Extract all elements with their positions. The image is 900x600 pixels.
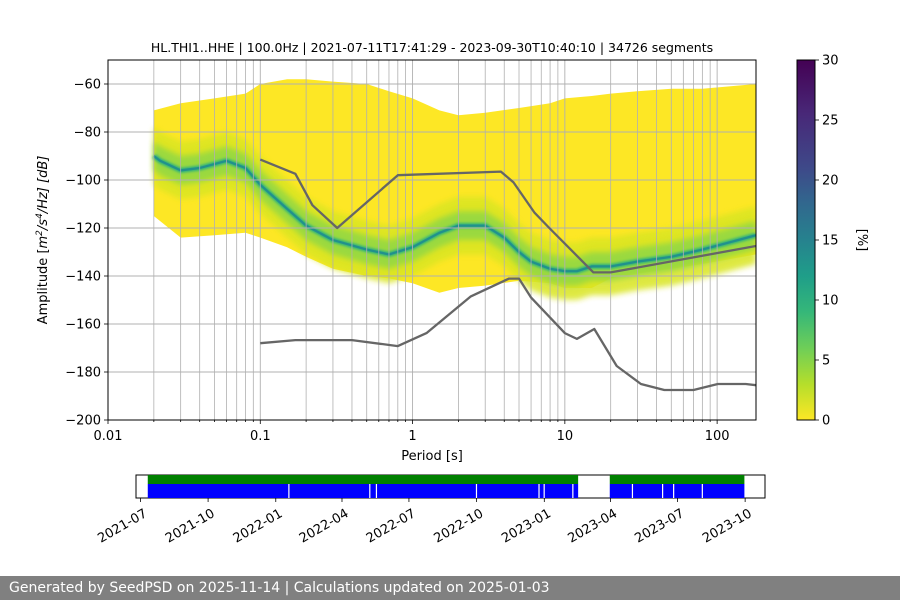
plot-area: 0.01 0.1 1 10 100 −200 −180 −160 −140 −120 −100 −8… [65,59,757,444]
psd-density-heatmap [152,79,756,300]
x-axis-ticks: 0.01 0.1 1 10 100 [94,420,730,444]
y-axis-label: Amplitude [m2/s4/Hz] [dB] [35,156,51,325]
availability-blue-segment [609,484,745,498]
availability-gap [375,484,378,498]
colorbar: 0 5 10 15 20 25 30 [%] [796,54,869,429]
y-tick-label: −100 [65,174,101,189]
x-tick-label: 0.01 [94,429,123,444]
x-tick-label: 10 [557,429,574,444]
y-tick-label: −60 [74,78,101,93]
x-axis-label: Period [s] [401,449,463,464]
noise-model-curves [259,158,756,392]
y-tick-label: −120 [65,222,101,237]
colorbar-tick-label: 30 [822,54,839,69]
availability-gap [673,484,675,498]
availability-gap [662,484,664,498]
colorbar-tick-label: 25 [822,114,839,129]
availability-date-ticks: 2021-07 2021-10 2022-01 2022-04 2022-07 2022-… [95,498,755,546]
colorbar-label: [%] [854,229,869,252]
footer-note: Generated by SeedPSD on 2025-11-14 | Cal… [0,576,900,600]
availability-gap [288,484,290,498]
availability-green-segment [147,475,579,484]
availability-green-segment [609,475,745,484]
colorbar-gradient [796,59,816,421]
colorbar-tick-label: 15 [822,234,839,249]
plot-frame [107,59,757,421]
y-tick-label: −160 [65,318,101,333]
availability-date-label: 2023-10 [700,506,755,546]
colorbar-tick-label: 0 [822,414,830,429]
availability-date-label: 2023-07 [632,506,687,546]
grid-lines [108,60,756,420]
availability-gap [369,484,371,498]
availability-date-label: 2021-07 [95,506,150,546]
high-noise-model-curve [259,158,756,274]
colorbar-tick-label: 5 [822,354,830,369]
y-tick-label: −180 [65,366,101,381]
availability-gap [631,484,634,498]
availability-bars [147,475,745,498]
availability-date-label: 2022-01 [231,506,286,546]
availability-blue-segment [147,484,579,498]
y-axis-ticks: −200 −180 −160 −140 −120 −100 −80 −60 [65,78,108,429]
availability-date-label: 2022-04 [297,506,352,546]
availability-gap [543,484,545,498]
low-noise-model-curve [260,277,756,392]
x-tick-label: 1 [408,429,416,444]
colorbar-tick-label: 10 [822,294,839,309]
availability-gap [701,484,703,498]
y-tick-label: −80 [74,126,101,141]
availability-date-label: 2021-10 [163,506,218,546]
availability-date-label: 2022-10 [432,506,487,546]
availability-gap [572,484,574,498]
availability-gap [538,484,540,498]
availability-date-label: 2023-04 [565,506,620,546]
data-availability-strip: 2021-07 2021-10 2022-01 2022-04 2022-07 2022-… [95,474,766,546]
availability-date-label: 2023-01 [499,506,554,546]
y-tick-label: −200 [65,414,101,429]
availability-date-label: 2022-07 [364,506,419,546]
y-tick-label: −140 [65,270,101,285]
density-band-mid [153,141,756,286]
chart-title: HL.THI1..HHE | 100.0Hz | 2021-07-11T17:4… [151,40,713,55]
x-tick-label: 0.1 [250,429,271,444]
colorbar-ticks: 0 5 10 15 20 25 30 [815,54,839,429]
colorbar-tick-label: 20 [822,174,839,189]
x-tick-label: 100 [705,429,730,444]
availability-gap [475,484,478,498]
